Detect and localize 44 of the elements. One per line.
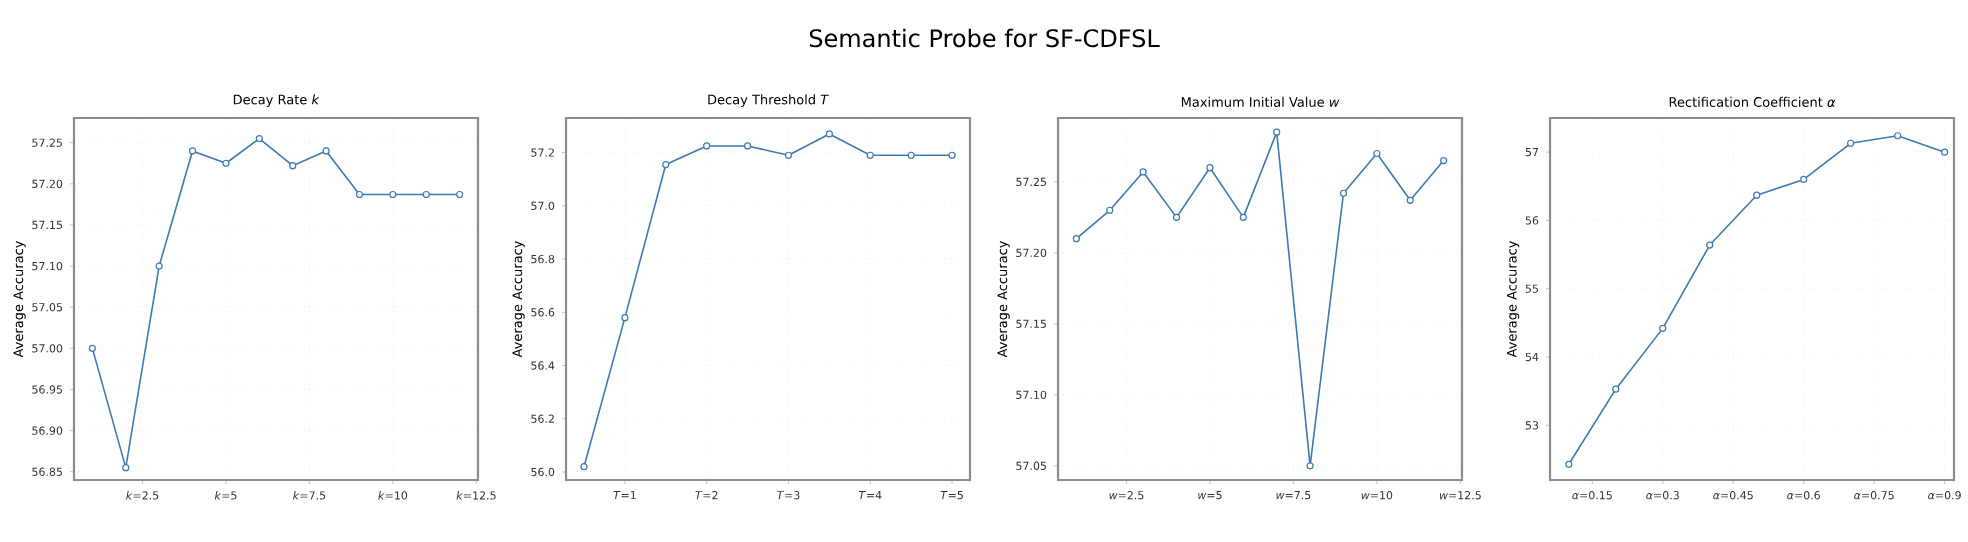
point [1206, 164, 1214, 172]
point [1406, 196, 1414, 204]
point [1139, 168, 1147, 176]
point [422, 190, 430, 199]
point [1565, 460, 1573, 468]
point [1106, 206, 1114, 214]
point [948, 151, 956, 159]
point [743, 142, 752, 150]
point [1800, 175, 1808, 184]
point [255, 134, 263, 143]
point [703, 142, 711, 150]
point [1273, 128, 1281, 136]
text: Semantic Probe for SF-CDFSL [809, 28, 1160, 48]
point [825, 130, 833, 138]
point [866, 151, 874, 159]
point [1753, 191, 1761, 199]
point [1306, 462, 1314, 470]
point [1612, 385, 1620, 393]
point [456, 190, 464, 199]
point [1172, 213, 1181, 221]
point [1373, 149, 1381, 158]
point [1894, 132, 1902, 140]
point [907, 151, 915, 159]
point [155, 262, 163, 270]
point [1706, 241, 1714, 249]
point [355, 190, 364, 199]
point [1440, 156, 1448, 165]
point [88, 344, 96, 352]
point [1847, 139, 1855, 147]
point [289, 162, 297, 170]
point [784, 151, 793, 159]
point [662, 160, 670, 169]
point [222, 159, 230, 167]
point [188, 147, 197, 155]
point [580, 463, 588, 471]
point [621, 314, 629, 322]
point [1941, 148, 1949, 156]
point [1239, 213, 1247, 221]
point [322, 147, 330, 155]
point [389, 190, 397, 199]
point [1659, 324, 1667, 332]
point [122, 464, 130, 472]
point [1339, 189, 1348, 197]
point [1072, 235, 1080, 243]
